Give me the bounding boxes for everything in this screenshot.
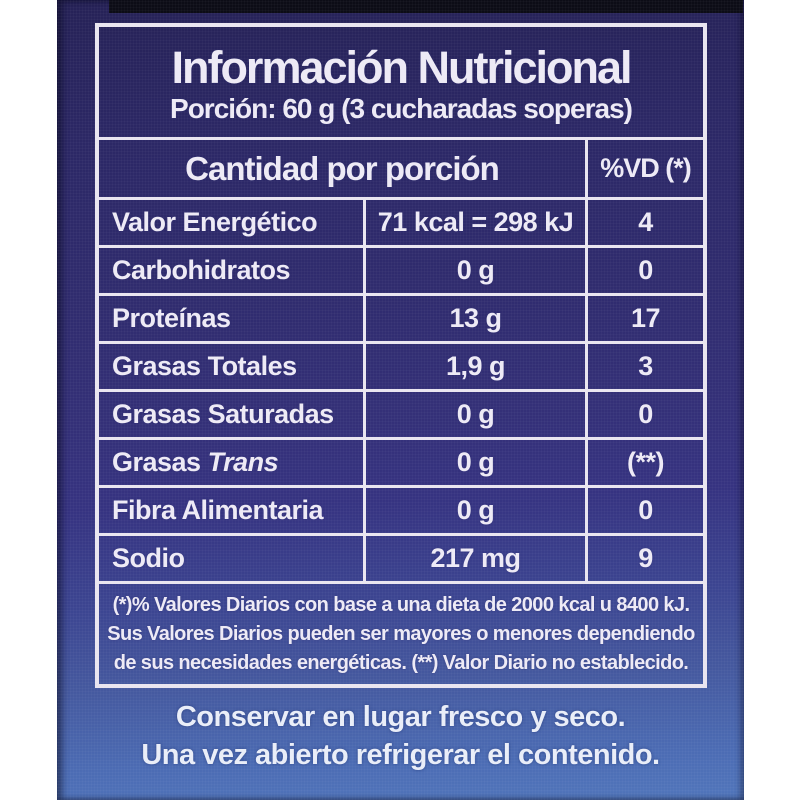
nutrient-amount: 0 g bbox=[363, 440, 585, 485]
nutrient-daily-value: 17 bbox=[585, 296, 703, 341]
storage-line: Conservar en lugar fresco y seco. bbox=[175, 701, 626, 733]
nutrient-daily-value: 0 bbox=[585, 488, 703, 533]
nutrient-name: Fibra Alimentaria bbox=[112, 495, 324, 525]
nutrient-name-trans: Trans bbox=[207, 447, 279, 477]
table-row: Proteínas 13 g 17 bbox=[99, 296, 703, 344]
nutrient-name: Carbohidratos bbox=[112, 255, 291, 285]
nutrient-name-prefix: Grasas bbox=[112, 447, 201, 477]
panel-title-section: Información Nutricional Porción: 60 g (3… bbox=[99, 27, 703, 140]
table-row: Sodio 217 mg 9 bbox=[99, 536, 703, 584]
footnote-line: (*)% Valores Diarios con base a una diet… bbox=[112, 594, 690, 616]
nutrient-name: Grasas Trans bbox=[99, 440, 363, 485]
nutrient-amount: 0 g bbox=[363, 248, 585, 293]
footnote-line: Sus Valores Diarios pueden ser mayores o… bbox=[107, 623, 695, 645]
daily-values-footnote: (*)% Valores Diarios con base a una diet… bbox=[99, 584, 703, 684]
nutrient-amount: 1,9 g bbox=[363, 344, 585, 389]
table-row: Grasas Saturadas 0 g 0 bbox=[99, 392, 703, 440]
nutrient-name: Grasas Totales bbox=[112, 351, 297, 381]
product-label: Información Nutricional Porción: 60 g (3… bbox=[57, 0, 744, 800]
table-row: Grasas Totales 1,9 g 3 bbox=[99, 344, 703, 392]
table-row: Valor Energético 71 kcal = 298 kJ 4 bbox=[99, 200, 703, 248]
table-header-row: Cantidad por porción %VD (*) bbox=[99, 140, 703, 200]
portion-size: Porción: 60 g (3 cucharadas soperas) bbox=[170, 92, 633, 124]
nutrient-name: Valor Energético bbox=[112, 207, 318, 237]
header-amount-per-portion: Cantidad por porción bbox=[185, 149, 500, 187]
nutrient-daily-value: (**) bbox=[585, 440, 703, 485]
top-black-strip bbox=[109, 0, 743, 13]
nutrient-amount: 0 g bbox=[363, 392, 585, 437]
storage-line: Una vez abierto refrigerar el contenido. bbox=[141, 739, 660, 771]
nutrient-name: Proteínas bbox=[112, 303, 231, 333]
nutrient-amount: 13 g bbox=[363, 296, 585, 341]
nutrient-name: Grasas Saturadas bbox=[112, 399, 334, 429]
table-row: Fibra Alimentaria 0 g 0 bbox=[99, 488, 703, 536]
panel-title: Información Nutricional bbox=[171, 42, 632, 94]
nutrient-daily-value: 3 bbox=[585, 344, 703, 389]
table-row: Grasas Trans 0 g (**) bbox=[99, 440, 703, 488]
storage-instructions: Conservar en lugar fresco y seco. Una ve… bbox=[57, 698, 744, 774]
table-row: Carbohidratos 0 g 0 bbox=[99, 248, 703, 296]
nutrient-daily-value: 0 bbox=[585, 392, 703, 437]
nutrient-daily-value: 9 bbox=[585, 536, 703, 581]
nutrient-daily-value: 4 bbox=[585, 200, 703, 245]
footnote-line: de sus necesidades energéticas. (**) Val… bbox=[113, 652, 689, 674]
header-daily-value: %VD (*) bbox=[585, 140, 703, 197]
nutrient-amount: 71 kcal = 298 kJ bbox=[363, 200, 585, 245]
nutrient-amount: 217 mg bbox=[363, 536, 585, 581]
nutrient-daily-value: 0 bbox=[585, 248, 703, 293]
nutrient-amount: 0 g bbox=[363, 488, 585, 533]
nutrient-name: Sodio bbox=[112, 543, 185, 573]
nutrition-facts-panel: Información Nutricional Porción: 60 g (3… bbox=[95, 23, 707, 688]
